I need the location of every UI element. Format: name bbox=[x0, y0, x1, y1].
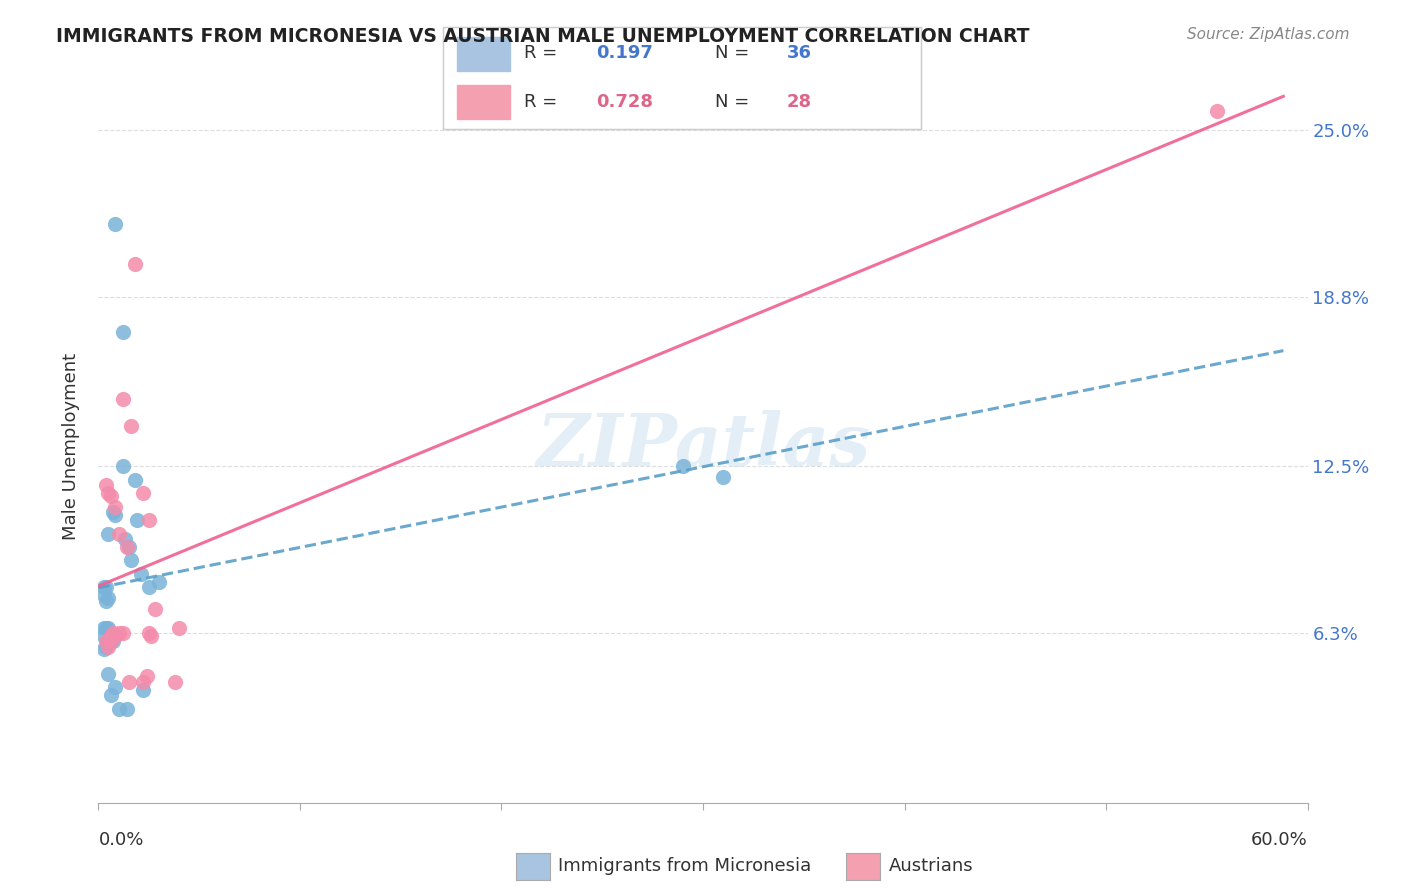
Point bbox=[100, 489, 122, 503]
Point bbox=[711, 470, 734, 484]
Y-axis label: Male Unemployment: Male Unemployment bbox=[62, 352, 80, 540]
Point bbox=[103, 500, 125, 514]
Text: 28: 28 bbox=[787, 93, 813, 111]
Point bbox=[124, 257, 146, 271]
Point bbox=[111, 392, 134, 406]
Point bbox=[107, 701, 129, 715]
Point bbox=[96, 478, 118, 492]
Point bbox=[93, 642, 115, 657]
Point bbox=[103, 508, 125, 522]
Text: Immigrants from Micronesia: Immigrants from Micronesia bbox=[558, 857, 811, 875]
Point bbox=[101, 505, 124, 519]
Point bbox=[132, 674, 155, 689]
Point bbox=[138, 626, 160, 640]
Point bbox=[120, 418, 142, 433]
Point bbox=[132, 682, 155, 697]
Point bbox=[96, 640, 118, 654]
Point bbox=[97, 591, 120, 606]
Point bbox=[129, 566, 152, 581]
Point bbox=[148, 574, 170, 589]
Point bbox=[138, 513, 160, 527]
Text: 60.0%: 60.0% bbox=[1251, 831, 1308, 849]
Point bbox=[111, 459, 134, 474]
Point bbox=[97, 526, 120, 541]
Point bbox=[132, 486, 155, 500]
Point bbox=[97, 486, 120, 500]
Text: Austrians: Austrians bbox=[889, 857, 973, 875]
Point bbox=[93, 621, 115, 635]
Point bbox=[100, 632, 122, 646]
Text: 36: 36 bbox=[787, 45, 813, 62]
Point bbox=[124, 473, 146, 487]
Text: R =: R = bbox=[524, 93, 564, 111]
Point bbox=[103, 680, 125, 694]
Point bbox=[96, 634, 118, 648]
Point bbox=[115, 540, 138, 554]
Point bbox=[167, 621, 190, 635]
Point bbox=[93, 629, 115, 643]
Point bbox=[125, 513, 148, 527]
Point bbox=[114, 532, 136, 546]
Point bbox=[107, 626, 129, 640]
Point bbox=[97, 634, 120, 648]
Point bbox=[107, 526, 129, 541]
Point bbox=[143, 602, 166, 616]
Point bbox=[120, 553, 142, 567]
Point bbox=[135, 669, 157, 683]
Point bbox=[93, 580, 115, 594]
Point bbox=[163, 674, 186, 689]
Text: N =: N = bbox=[716, 93, 755, 111]
Text: 0.197: 0.197 bbox=[596, 45, 652, 62]
Point bbox=[96, 621, 118, 635]
Point bbox=[96, 594, 118, 608]
Point bbox=[672, 459, 695, 474]
Point bbox=[111, 626, 134, 640]
Point bbox=[97, 666, 120, 681]
Text: 0.0%: 0.0% bbox=[98, 831, 143, 849]
Text: R =: R = bbox=[524, 45, 564, 62]
Text: IMMIGRANTS FROM MICRONESIA VS AUSTRIAN MALE UNEMPLOYMENT CORRELATION CHART: IMMIGRANTS FROM MICRONESIA VS AUSTRIAN M… bbox=[56, 27, 1029, 45]
Point bbox=[101, 634, 124, 648]
Point bbox=[103, 217, 125, 231]
Text: Source: ZipAtlas.com: Source: ZipAtlas.com bbox=[1187, 27, 1350, 42]
Point bbox=[93, 589, 115, 603]
Point bbox=[100, 634, 122, 648]
Point bbox=[115, 701, 138, 715]
Text: ZIPatlas: ZIPatlas bbox=[536, 410, 870, 482]
Point bbox=[97, 621, 120, 635]
Point bbox=[101, 626, 124, 640]
Point bbox=[139, 629, 162, 643]
Point bbox=[100, 688, 122, 702]
Point bbox=[97, 640, 120, 654]
Point bbox=[96, 580, 118, 594]
Point bbox=[100, 629, 122, 643]
Point bbox=[118, 674, 141, 689]
Bar bbox=[457, 86, 510, 119]
Point bbox=[118, 540, 141, 554]
Point bbox=[103, 629, 125, 643]
Point bbox=[138, 580, 160, 594]
Bar bbox=[457, 37, 510, 70]
Text: N =: N = bbox=[716, 45, 755, 62]
Point bbox=[1206, 103, 1229, 118]
Point bbox=[111, 325, 134, 339]
Text: 0.728: 0.728 bbox=[596, 93, 652, 111]
